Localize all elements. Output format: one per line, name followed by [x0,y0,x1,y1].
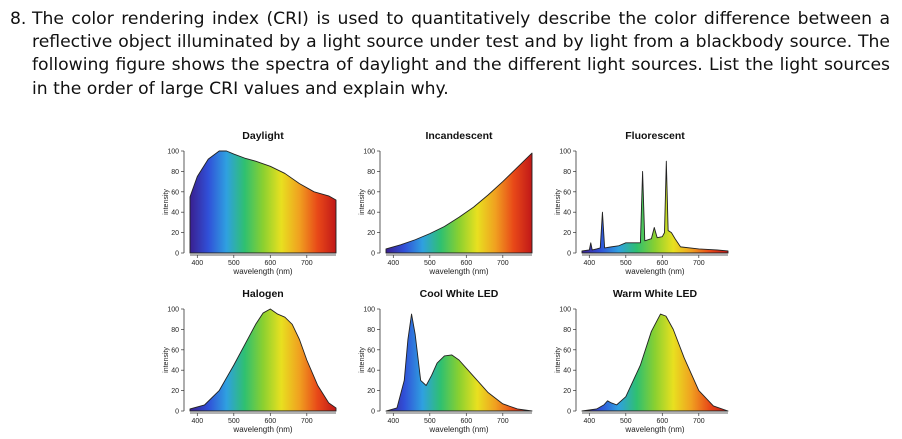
x-tick-label: 400 [191,418,203,425]
y-tick-label: 40 [367,210,375,217]
y-tick-label: 80 [171,327,179,334]
x-tick-label: 600 [656,418,668,425]
y-tick-label: 100 [559,149,571,156]
spectrum-area [385,152,533,254]
y-tick-label: 0 [371,251,375,258]
y-tick-label: 40 [171,368,179,375]
x-tick-label: 500 [228,260,240,267]
x-tick-label: 600 [264,260,276,267]
spectrum-panel: Daylight 0 20 40 60 80 100 intensity 400 500 600 70… [163,130,337,276]
y-axis-label: intensity [555,189,562,215]
spectrum-panel: Halogen 0 20 40 60 80 100 intensity 400 500 600 700… [163,288,337,434]
x-tick-label: 400 [387,418,399,425]
spectrum-panel: Fluorescent 0 20 40 60 80 100 intensity 400 500 60… [555,130,729,276]
y-tick-label: 100 [167,307,179,314]
y-axis-label: intensity [163,189,170,215]
y-tick-label: 60 [563,189,571,196]
chart-title: Incandescent [425,130,493,142]
x-axis-label: wavelength (nm) [428,267,488,276]
y-axis-label: intensity [555,347,562,373]
spectrum-area [581,313,729,412]
y-tick-label: 80 [367,327,375,334]
y-tick-label: 20 [367,230,375,237]
y-tick-label: 20 [171,230,179,237]
y-tick-label: 20 [563,388,571,395]
y-tick-label: 100 [559,307,571,314]
x-tick-label: 600 [460,260,472,267]
y-tick-label: 40 [171,210,179,217]
y-tick-label: 80 [563,169,571,176]
x-axis-label: wavelength (nm) [428,425,488,434]
spectrum-panel: Warm White LED 0 20 40 60 80 100 intensity 400 50… [555,288,729,434]
x-tick-label: 400 [191,260,203,267]
x-tick-label: 700 [497,418,509,425]
y-tick-label: 60 [171,347,179,354]
spectrum-panel: Incandescent 0 20 40 60 80 100 intensity 400 500 6… [359,130,533,276]
x-axis-label: wavelength (nm) [624,425,684,434]
y-tick-label: 0 [175,251,179,258]
spectrum-panel: Cool White LED 0 20 40 60 80 100 intensity 400 50… [359,288,533,434]
y-tick-label: 0 [567,251,571,258]
y-tick-label: 100 [363,149,375,156]
x-axis-label: wavelength (nm) [232,425,292,434]
chart-title: Halogen [242,288,283,300]
y-axis-label: intensity [359,189,366,215]
y-tick-label: 0 [175,409,179,416]
x-tick-label: 700 [301,418,313,425]
x-tick-label: 500 [424,260,436,267]
y-tick-label: 80 [367,169,375,176]
x-axis-label: wavelength (nm) [624,267,684,276]
question-text: The color rendering index (CRI) is used … [32,9,890,99]
y-tick-label: 60 [171,189,179,196]
x-tick-label: 400 [583,260,595,267]
x-axis-label: wavelength (nm) [232,267,292,276]
spectrum-area [385,313,533,412]
y-tick-label: 60 [367,347,375,354]
y-tick-label: 0 [567,409,571,416]
y-tick-label: 40 [563,368,571,375]
chart-title: Daylight [242,130,284,142]
question: 8. The color rendering index (CRI) is us… [10,8,890,101]
x-tick-label: 400 [387,260,399,267]
x-tick-label: 700 [693,260,705,267]
chart-title: Warm White LED [613,288,698,300]
chart-title: Fluorescent [625,130,685,142]
x-tick-label: 500 [620,260,632,267]
x-tick-label: 400 [583,418,595,425]
y-tick-label: 60 [367,189,375,196]
x-tick-label: 700 [497,260,509,267]
x-tick-label: 600 [460,418,472,425]
x-tick-label: 500 [424,418,436,425]
y-tick-label: 100 [363,307,375,314]
y-axis-label: intensity [163,347,170,373]
x-tick-label: 600 [264,418,276,425]
y-tick-label: 80 [171,169,179,176]
spectrum-area [189,150,337,254]
x-tick-label: 500 [620,418,632,425]
question-number: 8. [10,9,27,29]
x-tick-label: 500 [228,418,240,425]
y-tick-label: 60 [563,347,571,354]
y-tick-label: 20 [367,388,375,395]
x-tick-label: 700 [301,260,313,267]
spectrum-area [189,308,337,412]
y-tick-label: 20 [171,388,179,395]
y-tick-label: 40 [563,210,571,217]
spectrum-area [581,160,729,254]
y-tick-label: 80 [563,327,571,334]
y-tick-label: 20 [563,230,571,237]
y-tick-label: 40 [367,368,375,375]
y-axis-label: intensity [359,347,366,373]
chart-title: Cool White LED [420,288,499,300]
x-tick-label: 700 [693,418,705,425]
y-tick-label: 0 [371,409,375,416]
x-tick-label: 600 [656,260,668,267]
y-tick-label: 100 [167,149,179,156]
